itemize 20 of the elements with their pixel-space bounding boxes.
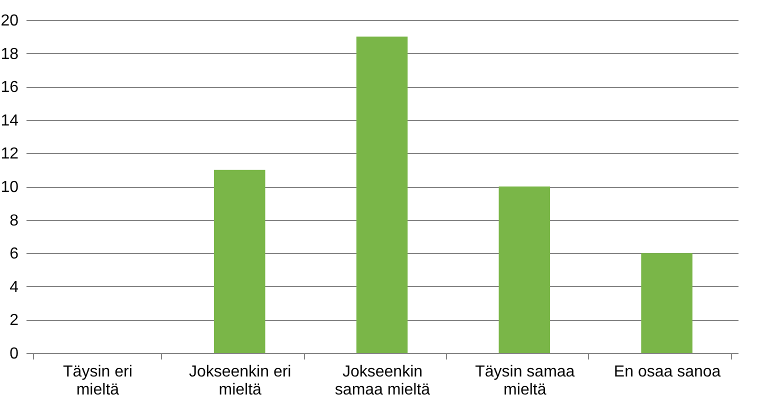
bar xyxy=(214,170,266,353)
y-tick-label: 16 xyxy=(0,79,19,96)
x-tick-label: Täysin samaa mieltä xyxy=(475,364,575,398)
y-tick-label: 2 xyxy=(10,312,19,330)
x-tick-label: Jokseenkin samaa mieltä xyxy=(334,364,430,398)
y-tick-label: 10 xyxy=(0,179,19,196)
y-tick-label: 20 xyxy=(0,12,19,30)
y-tick-label: 14 xyxy=(0,112,19,130)
y-tick-label: 8 xyxy=(10,212,19,230)
y-tick-label: 6 xyxy=(10,246,19,263)
y-tick-label: 4 xyxy=(10,278,19,296)
y-tick-label: 12 xyxy=(0,146,19,163)
bar xyxy=(356,36,408,353)
x-tick-label: En osaa sanoa xyxy=(614,364,721,380)
bar xyxy=(498,186,550,353)
x-tick-label: Jokseenkin eri mieltä xyxy=(188,364,292,398)
y-tick-label: 0 xyxy=(10,346,19,362)
y-tick-label: 18 xyxy=(0,46,19,63)
x-tick-label: Täysin eri mieltä xyxy=(63,364,132,398)
bar xyxy=(641,253,692,353)
